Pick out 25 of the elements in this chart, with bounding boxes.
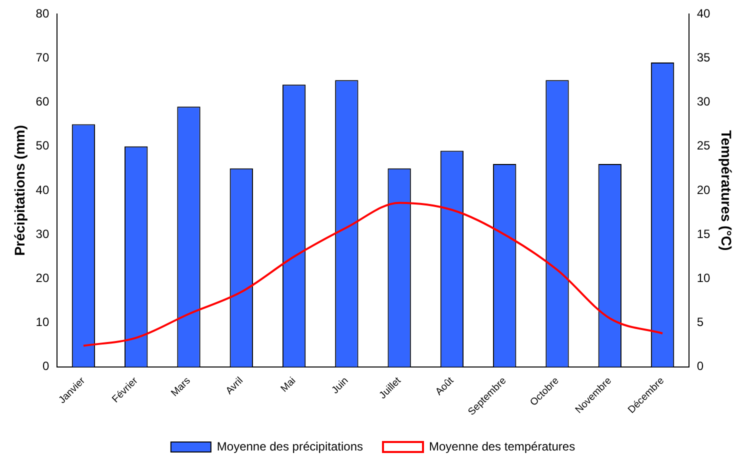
y2-axis-title: Températures (°C) <box>718 130 735 251</box>
x-tick-label: Mai <box>278 375 298 395</box>
y-tick-label: 80 <box>36 6 50 20</box>
line-series <box>82 202 664 347</box>
y-tick-label: 0 <box>42 359 50 374</box>
y-tick-label: 70 <box>36 50 50 64</box>
y-axis-title: Précipitations (mm) <box>11 125 28 256</box>
y2-tick-label: 25 <box>696 138 711 153</box>
y-tick-label: 30 <box>36 226 50 241</box>
y2-tick-label: 15 <box>696 226 711 241</box>
y-tick-label: 50 <box>36 138 50 153</box>
legend-label: Moyenne des températures <box>429 439 576 454</box>
y-tick-label: 10 <box>36 315 50 330</box>
y2-tick-label: 10 <box>696 271 711 286</box>
y-tick-label: 20 <box>36 271 50 286</box>
y-tick-label: 40 <box>36 182 50 197</box>
y-tick-label: 60 <box>36 94 50 109</box>
y2-tick-label: 0 <box>696 359 704 374</box>
legend-label: Moyenne des précipitations <box>216 439 364 454</box>
y2-tick-label: 20 <box>696 182 711 197</box>
y2-tick-label: 5 <box>696 315 704 330</box>
y2-tick-label: 40 <box>696 6 711 20</box>
x-tick-label: Juin <box>330 375 351 396</box>
y2-tick-label: 30 <box>696 94 711 109</box>
y2-tick-label: 35 <box>696 50 711 64</box>
